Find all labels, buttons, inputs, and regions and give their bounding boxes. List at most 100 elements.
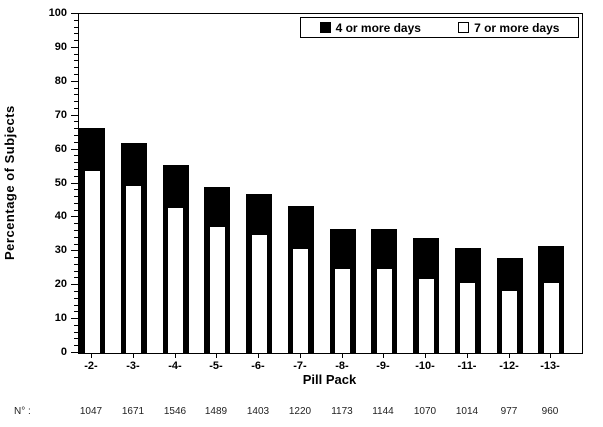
legend-label: 4 or more days (335, 20, 421, 35)
y-tick-label: 90 (54, 41, 67, 53)
bar-7-or-more-days (167, 207, 184, 353)
y-minor-tick (74, 298, 78, 299)
y-major-tick (71, 216, 78, 217)
y-minor-tick (74, 74, 78, 75)
y-minor-tick (74, 169, 78, 170)
x-tick-label: -6- (251, 360, 265, 372)
y-minor-tick (74, 257, 78, 258)
n-value: 1546 (163, 406, 187, 417)
bar-7-or-more-days (501, 290, 518, 353)
y-minor-tick (74, 128, 78, 129)
x-tick-label: -2- (84, 360, 98, 372)
bar-7-or-more-days (84, 170, 101, 353)
n-value: 1070 (413, 406, 437, 417)
x-tick (342, 353, 343, 358)
y-minor-tick (74, 237, 78, 238)
x-tick-label: -10- (415, 360, 435, 372)
y-axis-title: Percentage of Subjects (2, 105, 17, 260)
y-minor-tick (74, 135, 78, 136)
y-minor-tick (74, 223, 78, 224)
filled-square-swatch-icon (319, 22, 331, 33)
x-tick (91, 353, 92, 358)
y-minor-tick (74, 67, 78, 68)
y-minor-tick (74, 210, 78, 211)
y-minor-tick (74, 101, 78, 102)
x-tick-label: -11- (457, 360, 477, 372)
x-tick (467, 353, 468, 358)
y-minor-tick (74, 60, 78, 61)
y-major-tick (71, 149, 78, 150)
y-minor-tick (74, 264, 78, 265)
y-major-tick (71, 284, 78, 285)
y-minor-tick (74, 121, 78, 122)
y-minor-tick (74, 54, 78, 55)
y-minor-tick (74, 33, 78, 34)
n-value: 1671 (121, 406, 145, 417)
n-value: 1403 (246, 406, 270, 417)
n-value: 1220 (288, 406, 312, 417)
y-minor-tick (74, 305, 78, 306)
x-tick (300, 353, 301, 358)
x-axis-title: Pill Pack (302, 372, 357, 387)
x-tick-label: -7- (293, 360, 307, 372)
x-tick (383, 353, 384, 358)
y-major-tick (71, 352, 78, 353)
y-minor-tick (74, 196, 78, 197)
x-tick (175, 353, 176, 358)
bar-7-or-more-days (459, 282, 476, 353)
n-value: 977 (500, 406, 518, 417)
bar-7-or-more-days (543, 282, 560, 353)
y-tick-label: 100 (48, 7, 67, 19)
y-minor-tick (74, 88, 78, 89)
x-tick-label: -13- (540, 360, 560, 372)
x-tick-label: -12- (499, 360, 519, 372)
y-minor-tick (74, 271, 78, 272)
y-minor-tick (74, 20, 78, 21)
bar-7-or-more-days (292, 248, 309, 353)
y-minor-tick (74, 189, 78, 190)
bar-7-or-more-days (251, 234, 268, 353)
y-minor-tick (74, 108, 78, 109)
y-minor-tick (74, 338, 78, 339)
n-row-label: N° : (14, 406, 31, 417)
y-tick-label: 60 (54, 143, 67, 155)
y-tick-label: 10 (54, 312, 67, 324)
x-tick-label: -3- (126, 360, 140, 372)
y-tick-label: 80 (54, 75, 67, 87)
x-tick-label: -5- (209, 360, 223, 372)
x-tick (133, 353, 134, 358)
bar-7-or-more-days (209, 226, 226, 353)
bar-7-or-more-days (418, 278, 435, 353)
y-minor-tick (74, 291, 78, 292)
y-major-tick (71, 318, 78, 319)
y-minor-tick (74, 345, 78, 346)
open-square-swatch-icon (458, 22, 470, 33)
bar-7-or-more-days (376, 268, 393, 353)
legend-box: 4 or more days 7 or more days (300, 17, 579, 38)
y-major-tick (71, 81, 78, 82)
y-tick-label: 70 (54, 109, 67, 121)
x-tick-label: -9- (376, 360, 390, 372)
x-tick-label: -4- (168, 360, 182, 372)
y-minor-tick (74, 311, 78, 312)
y-minor-tick (74, 94, 78, 95)
y-minor-tick (74, 325, 78, 326)
y-minor-tick (74, 162, 78, 163)
y-major-tick (71, 47, 78, 48)
x-tick (425, 353, 426, 358)
y-minor-tick (74, 40, 78, 41)
bar-7-or-more-days (125, 185, 142, 353)
n-value: 960 (541, 406, 559, 417)
legend-label: 7 or more days (474, 20, 560, 35)
y-minor-tick (74, 142, 78, 143)
n-value: 1144 (372, 406, 394, 417)
legend-entry-7-or-more-days: 7 or more days (458, 21, 559, 35)
legend-entry-4-or-more-days: 4 or more days (319, 20, 421, 35)
y-tick-label: 0 (60, 346, 67, 358)
n-value: 1014 (455, 406, 479, 417)
x-tick (509, 353, 510, 358)
y-minor-tick (74, 244, 78, 245)
plot-area (78, 13, 583, 354)
x-tick-label: -8- (335, 360, 349, 372)
